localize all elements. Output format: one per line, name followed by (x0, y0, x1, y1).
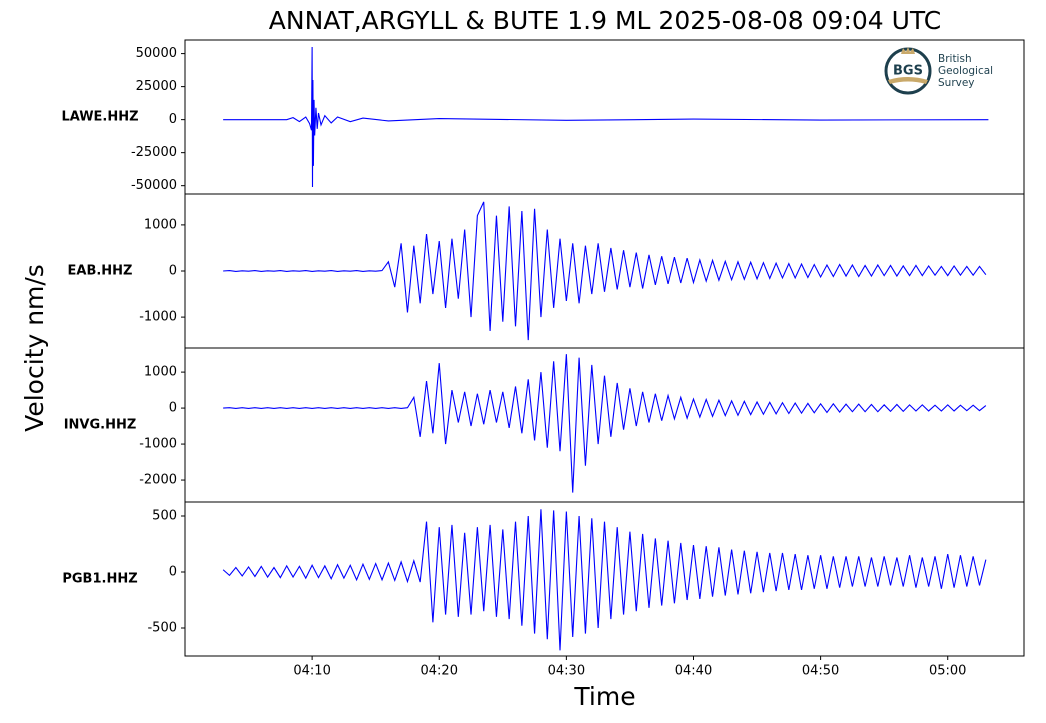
y-tick-label: -50000 (131, 178, 177, 193)
x-tick-label: 04:30 (548, 664, 585, 679)
y-tick-label: -500 (147, 621, 177, 636)
panel-frame (184, 347, 1025, 503)
x-axis-title: Time (573, 682, 635, 711)
y-tick-label: 50000 (136, 46, 177, 61)
chart-title: ANNAT,ARGYLL & BUTE 1.9 ML 2025-08-08 09… (269, 6, 941, 35)
logo-mark: BGS (893, 64, 923, 79)
waveform (223, 354, 987, 493)
y-tick-label: 0 (169, 264, 177, 279)
logo-text: Geological (938, 65, 993, 77)
waveform (223, 201, 987, 341)
y-tick-label: -1000 (139, 310, 177, 325)
logo: BGS British Geological Survey (884, 47, 993, 95)
x-tick-label: 04:50 (802, 664, 839, 679)
y-axis-title: Velocity nm/s (20, 264, 49, 432)
y-tick-label: 0 (169, 112, 177, 127)
x-tick-label: 04:40 (675, 664, 712, 679)
station-label: LAWE.HHZ (61, 110, 138, 125)
x-tick-label: 05:00 (929, 664, 966, 679)
y-tick-label: -2000 (139, 473, 177, 488)
y-tick-label: -25000 (131, 145, 177, 160)
logo-text: Survey (938, 77, 975, 89)
y-tick-label: 1000 (144, 217, 177, 232)
panel-frame (184, 501, 1025, 657)
y-tick-label: -1000 (139, 437, 177, 452)
station-label: EAB.HHZ (68, 264, 133, 279)
y-tick-label: 0 (169, 401, 177, 416)
y-tick-label: 500 (152, 509, 177, 524)
logo-text: British (938, 53, 972, 65)
logo-crown (901, 47, 915, 54)
x-tick-label: 04:20 (421, 664, 458, 679)
y-tick-label: 1000 (144, 365, 177, 380)
y-tick-label: 0 (169, 565, 177, 580)
waveform (223, 46, 989, 188)
station-label: PGB1.HHZ (62, 572, 137, 587)
logo-wave (888, 77, 928, 84)
waveform (222, 509, 987, 651)
y-tick-label: 25000 (136, 79, 177, 94)
station-label: INVG.HHZ (64, 418, 137, 433)
x-tick-label: 04:10 (293, 664, 330, 679)
